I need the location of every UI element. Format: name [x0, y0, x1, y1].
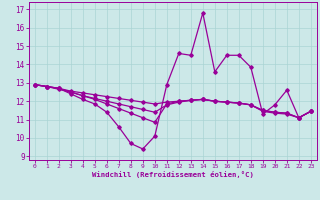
X-axis label: Windchill (Refroidissement éolien,°C): Windchill (Refroidissement éolien,°C) [92, 171, 254, 178]
